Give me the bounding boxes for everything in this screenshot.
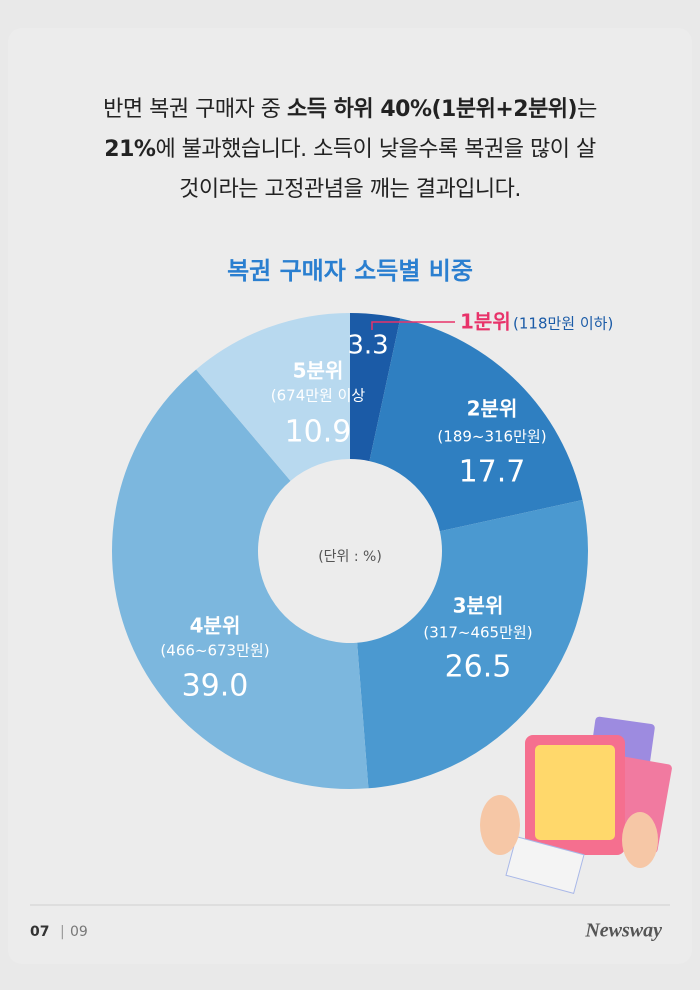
- intro-line: 21%에 불과했습니다. 소득이 낮을수록 복권을 많이 살: [0, 130, 700, 170]
- page-total: 09: [70, 924, 88, 940]
- value-label: 3.3: [347, 331, 388, 361]
- category-label: 5분위: [293, 359, 344, 383]
- brand: Newsway: [584, 920, 662, 942]
- unit-label: (단위 : %): [318, 549, 382, 565]
- intro-text: 에 불과했습니다. 소득이 낮을수록 복권을 많이 살: [155, 137, 596, 162]
- category-sublabel: (466~673만원): [160, 642, 269, 660]
- illustration: [480, 716, 672, 894]
- category-sublabel: (317~465만원): [423, 624, 532, 642]
- page-number: 07: [30, 924, 49, 940]
- category-label: 3분위: [453, 594, 504, 618]
- slice: [196, 313, 350, 481]
- slice: [112, 369, 369, 789]
- category-label: 4분위: [190, 614, 241, 638]
- page-separator: |: [60, 924, 65, 940]
- value-label: 39.0: [182, 669, 249, 704]
- intro-text: 21%: [104, 137, 156, 162]
- value-label: 10.9: [285, 415, 352, 450]
- value-label: 17.7: [459, 455, 526, 490]
- slice: [369, 318, 583, 532]
- value-label: 26.5: [445, 650, 512, 685]
- chart-title: 복권 구매자 소득별 비중: [227, 257, 473, 285]
- category-sublabel: (189~316만원): [437, 428, 546, 446]
- slice: [357, 499, 588, 789]
- intro-text: 것이라는 고정관념을 깨는 결과입니다.: [179, 177, 521, 202]
- intro-text: 는: [577, 97, 597, 122]
- category-label: 1분위: [460, 310, 511, 334]
- intro-text: 소득 하위 40%(1분위+2분위): [287, 97, 578, 122]
- intro-line: 것이라는 고정관념을 깨는 결과입니다.: [0, 170, 700, 210]
- category-sublabel: (118만원 이하): [513, 315, 613, 333]
- slice: [350, 313, 401, 462]
- category-label: 2분위: [467, 397, 518, 421]
- intro-line: 반면 복권 구매자 중 소득 하위 40%(1분위+2분위)는: [0, 90, 700, 130]
- intro: 반면 복권 구매자 중 소득 하위 40%(1분위+2분위)는 21%에 불과했습…: [0, 90, 700, 210]
- intro-text: 반면 복권 구매자 중: [103, 97, 288, 122]
- leader-line: [371, 321, 455, 330]
- category-sublabel: (674만원 이상: [271, 387, 366, 405]
